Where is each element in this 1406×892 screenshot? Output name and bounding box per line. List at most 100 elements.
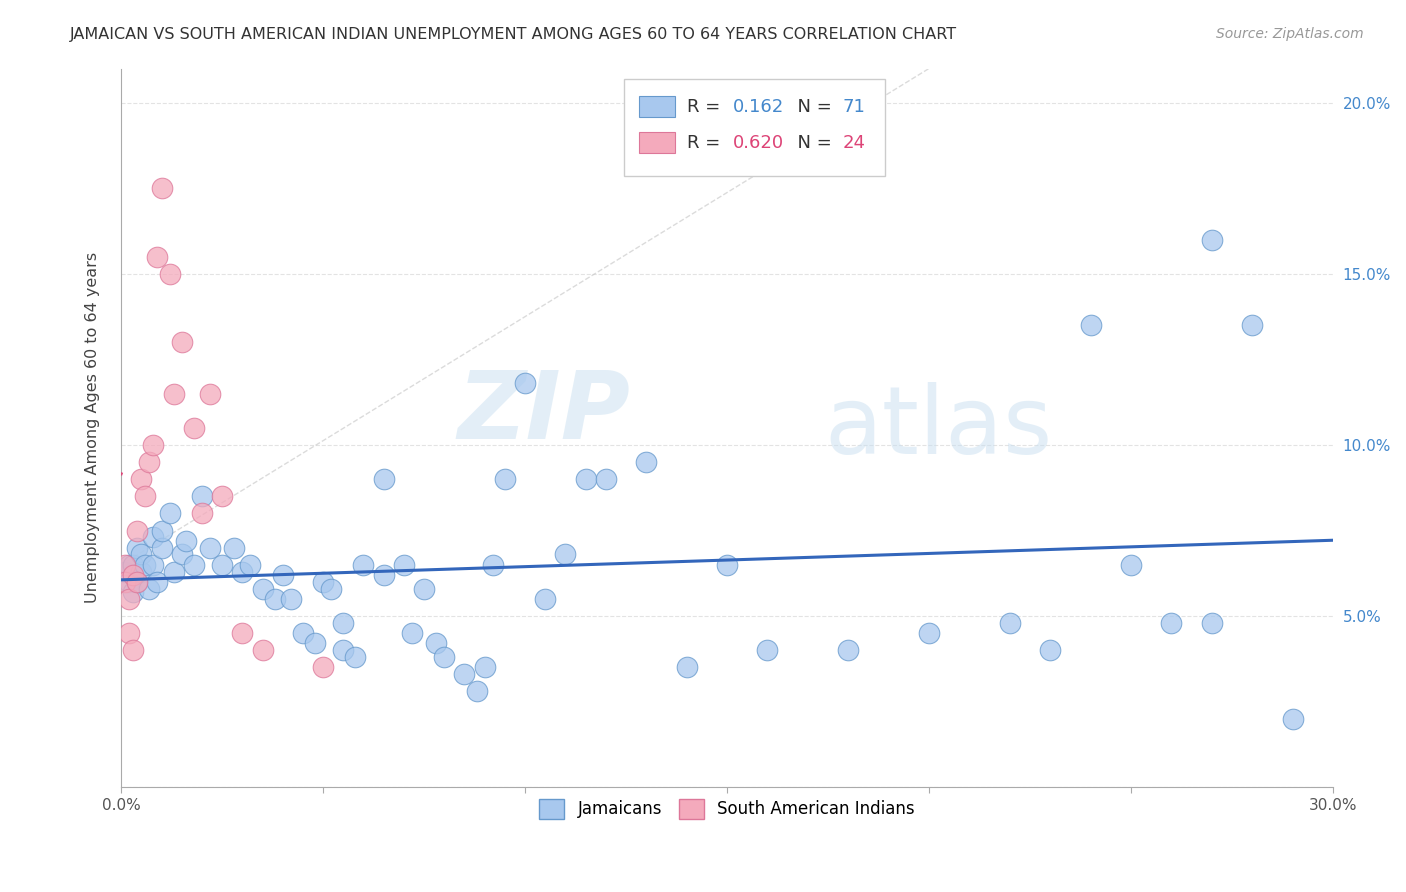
- Point: [1201, 233, 1223, 247]
- Point: [534, 591, 557, 606]
- Point: [998, 615, 1021, 630]
- Point: [159, 267, 181, 281]
- Point: [918, 626, 941, 640]
- Point: [1080, 318, 1102, 333]
- Point: [675, 660, 697, 674]
- Point: [191, 489, 214, 503]
- Point: [114, 558, 136, 572]
- Point: [131, 548, 153, 562]
- Point: [122, 585, 145, 599]
- Point: [595, 472, 617, 486]
- Text: 71: 71: [842, 97, 865, 116]
- Point: [118, 574, 141, 589]
- Point: [425, 636, 447, 650]
- Point: [211, 489, 233, 503]
- Point: [231, 565, 253, 579]
- Point: [122, 643, 145, 657]
- Point: [353, 558, 375, 572]
- Point: [312, 574, 335, 589]
- Point: [198, 386, 221, 401]
- Point: [252, 582, 274, 596]
- Point: [636, 455, 658, 469]
- Point: [159, 507, 181, 521]
- Text: 0.162: 0.162: [733, 97, 785, 116]
- Text: Source: ZipAtlas.com: Source: ZipAtlas.com: [1216, 27, 1364, 41]
- Point: [114, 565, 136, 579]
- Point: [138, 455, 160, 469]
- Point: [122, 568, 145, 582]
- Point: [142, 438, 165, 452]
- Point: [465, 684, 488, 698]
- Point: [127, 524, 149, 538]
- Point: [183, 421, 205, 435]
- Point: [118, 626, 141, 640]
- Point: [163, 565, 186, 579]
- Point: [142, 530, 165, 544]
- FancyBboxPatch shape: [638, 132, 675, 153]
- Point: [312, 660, 335, 674]
- Point: [150, 541, 173, 555]
- Point: [127, 541, 149, 555]
- Point: [513, 376, 536, 391]
- Point: [131, 565, 153, 579]
- Text: atlas: atlas: [824, 382, 1052, 474]
- Point: [146, 250, 169, 264]
- Point: [280, 591, 302, 606]
- Point: [118, 558, 141, 572]
- Legend: Jamaicans, South American Indians: Jamaicans, South American Indians: [533, 792, 921, 826]
- Text: R =: R =: [688, 97, 725, 116]
- Point: [271, 568, 294, 582]
- Point: [413, 582, 436, 596]
- Point: [224, 541, 246, 555]
- Point: [252, 643, 274, 657]
- Point: [114, 574, 136, 589]
- Point: [239, 558, 262, 572]
- Point: [170, 335, 193, 350]
- Point: [401, 626, 423, 640]
- Point: [494, 472, 516, 486]
- Point: [231, 626, 253, 640]
- Point: [575, 472, 598, 486]
- Point: [146, 574, 169, 589]
- Text: N =: N =: [786, 134, 838, 152]
- Y-axis label: Unemployment Among Ages 60 to 64 years: Unemployment Among Ages 60 to 64 years: [86, 252, 100, 603]
- Point: [554, 548, 576, 562]
- Point: [1241, 318, 1264, 333]
- Point: [481, 558, 503, 572]
- Text: ZIP: ZIP: [457, 368, 630, 459]
- Point: [321, 582, 343, 596]
- Point: [122, 558, 145, 572]
- Point: [191, 507, 214, 521]
- Point: [118, 591, 141, 606]
- Point: [174, 533, 197, 548]
- Point: [150, 181, 173, 195]
- Point: [716, 558, 738, 572]
- Point: [138, 582, 160, 596]
- Point: [1119, 558, 1142, 572]
- Point: [1281, 712, 1303, 726]
- Text: 0.620: 0.620: [733, 134, 785, 152]
- Point: [183, 558, 205, 572]
- Point: [453, 667, 475, 681]
- Text: JAMAICAN VS SOUTH AMERICAN INDIAN UNEMPLOYMENT AMONG AGES 60 TO 64 YEARS CORRELA: JAMAICAN VS SOUTH AMERICAN INDIAN UNEMPL…: [70, 27, 957, 42]
- Point: [837, 643, 859, 657]
- Point: [150, 524, 173, 538]
- Point: [291, 626, 314, 640]
- Point: [344, 650, 367, 665]
- FancyBboxPatch shape: [624, 79, 884, 177]
- Point: [134, 558, 156, 572]
- FancyBboxPatch shape: [638, 95, 675, 118]
- Point: [332, 643, 354, 657]
- Point: [263, 591, 285, 606]
- Point: [198, 541, 221, 555]
- Point: [332, 615, 354, 630]
- Point: [131, 472, 153, 486]
- Point: [211, 558, 233, 572]
- Point: [373, 472, 395, 486]
- Point: [170, 548, 193, 562]
- Point: [134, 489, 156, 503]
- Point: [142, 558, 165, 572]
- Text: N =: N =: [786, 97, 838, 116]
- Point: [756, 643, 779, 657]
- Point: [392, 558, 415, 572]
